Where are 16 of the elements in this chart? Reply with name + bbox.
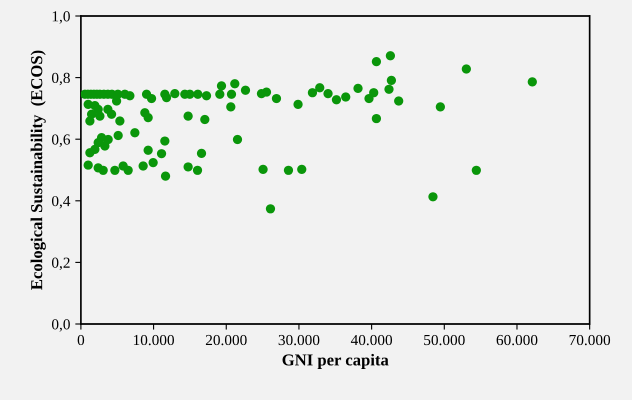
y-tick-label: 0,4 (52, 196, 70, 208)
x-tick-label: 50.000 (424, 334, 465, 346)
x-tick-label: 20.000 (206, 334, 247, 346)
x-axis-title: GNI per capita (282, 354, 389, 369)
y-tick-label: 0,6 (52, 134, 70, 147)
x-tick-label: 0 (78, 334, 84, 346)
x-tick-label: 60.000 (496, 334, 538, 346)
y-tick-label: 0,2 (52, 258, 70, 270)
y-tick-label: 0,8 (52, 72, 70, 86)
x-tick-label: 40.000 (350, 334, 392, 346)
y-tick-label: 0,0 (52, 319, 70, 332)
y-axis-title: Ecological Sustainability (ECOS) (30, 50, 46, 290)
x-tick-label: 70.000 (570, 334, 610, 346)
x-tick-label: 30.000 (278, 334, 320, 346)
y-tick-label: 1,0 (52, 11, 70, 24)
x-tick-label: 10.000 (134, 334, 174, 346)
